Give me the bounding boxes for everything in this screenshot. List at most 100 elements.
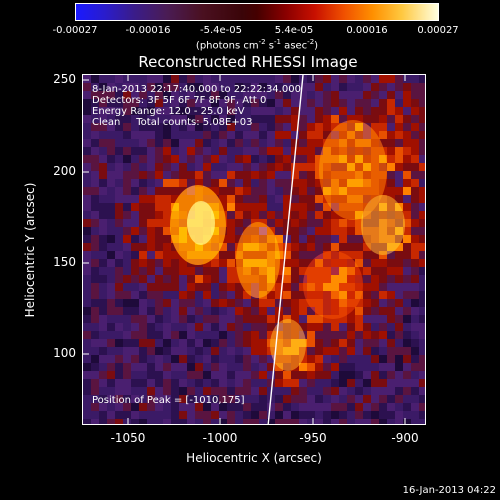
heatmap-cell — [107, 419, 115, 424]
heatmap-cell — [387, 339, 395, 347]
heatmap-cell — [203, 299, 211, 307]
heatmap-cell — [299, 195, 307, 203]
heatmap-cell — [355, 227, 363, 235]
heatmap-cell — [171, 251, 179, 259]
heatmap-cell — [219, 179, 227, 187]
heatmap-cell — [387, 131, 395, 139]
heatmap-cell — [267, 107, 275, 115]
heatmap-cell — [387, 331, 395, 339]
heatmap-cell — [163, 347, 171, 355]
heatmap-cell — [259, 379, 267, 387]
heatmap-cell — [379, 99, 387, 107]
heatmap-cell — [291, 131, 299, 139]
heatmap-cell — [155, 131, 163, 139]
heatmap-cell — [195, 395, 203, 403]
heatmap-cell — [179, 379, 187, 387]
heatmap-cell — [211, 331, 219, 339]
heatmap-cell — [315, 211, 323, 219]
heatmap-cell — [195, 347, 203, 355]
heatmap-cell — [171, 147, 179, 155]
heatmap-cell — [251, 371, 259, 379]
heatmap-cell — [243, 339, 251, 347]
heatmap-cell — [379, 395, 387, 403]
heatmap-cell — [419, 139, 425, 147]
heatmap-cell — [283, 139, 291, 147]
heatmap-cell — [131, 99, 139, 107]
heatmap-cell — [299, 91, 307, 99]
heatmap-cell — [203, 307, 211, 315]
heatmap-cell — [387, 275, 395, 283]
heatmap-cell — [243, 187, 251, 195]
heatmap-cell — [219, 291, 227, 299]
heatmap-cell — [403, 323, 411, 331]
heatmap-cell — [171, 99, 179, 107]
heatmap-cell — [147, 211, 155, 219]
heatmap-cell — [99, 163, 107, 171]
heatmap-cell — [419, 307, 425, 315]
heatmap-cell — [107, 75, 115, 83]
heatmap-cell — [315, 395, 323, 403]
heatmap-cell — [395, 251, 403, 259]
heatmap-cell — [355, 107, 363, 115]
heatmap-cell — [395, 419, 403, 424]
heatmap-cell — [155, 403, 163, 411]
heatmap-cell — [195, 379, 203, 387]
heatmap-cell — [163, 219, 171, 227]
heatmap-cell — [139, 299, 147, 307]
heatmap-cell — [123, 123, 131, 131]
heatmap-cell — [227, 403, 235, 411]
heatmap-cell — [235, 107, 243, 115]
heatmap-cell — [227, 235, 235, 243]
heatmap-cell — [291, 419, 299, 424]
heatmap-cell — [139, 107, 147, 115]
heatmap-cell — [323, 123, 331, 131]
heatmap-cell — [363, 339, 371, 347]
heatmap-cell — [371, 339, 379, 347]
heatmap-cell — [211, 131, 219, 139]
heatmap-cell — [371, 107, 379, 115]
heatmap-cell — [403, 107, 411, 115]
heatmap-cell — [83, 347, 91, 355]
heatmap-cell — [235, 195, 243, 203]
heatmap-cell — [107, 307, 115, 315]
heatmap-cell — [331, 347, 339, 355]
heatmap-cell — [403, 331, 411, 339]
heatmap-cell — [155, 299, 163, 307]
heatmap-cell — [291, 227, 299, 235]
heatmap-cell — [83, 387, 91, 395]
heatmap-cell — [155, 291, 163, 299]
heatmap-cell — [195, 147, 203, 155]
heatmap-cell — [355, 419, 363, 424]
heatmap-cell — [99, 283, 107, 291]
heatmap-cell — [403, 283, 411, 291]
heatmap-cell — [227, 139, 235, 147]
heatmap-cell — [195, 75, 203, 83]
heatmap-cell — [411, 339, 419, 347]
heatmap-cell — [323, 99, 331, 107]
heatmap-cell — [147, 115, 155, 123]
heatmap-cell — [179, 155, 187, 163]
heatmap-cell — [155, 339, 163, 347]
heatmap-cell — [259, 147, 267, 155]
heatmap-cell — [347, 395, 355, 403]
heatmap-cell — [115, 387, 123, 395]
heatmap-cell — [163, 179, 171, 187]
heatmap-cell — [219, 275, 227, 283]
heatmap-cell — [139, 267, 147, 275]
heatmap-cell — [299, 115, 307, 123]
heatmap-cell — [203, 339, 211, 347]
heatmap-cell — [171, 123, 179, 131]
heatmap-cell — [115, 211, 123, 219]
heatmap-cell — [387, 307, 395, 315]
heatmap-cell — [315, 227, 323, 235]
heatmap-cell — [403, 315, 411, 323]
heatmap-cell — [387, 387, 395, 395]
method-counts-label: Clean Total counts: 5.08E+03 — [92, 117, 253, 128]
heatmap-cell — [219, 83, 227, 91]
heatmap-cell — [227, 187, 235, 195]
heatmap-cell — [203, 419, 211, 424]
heatmap-cell — [339, 347, 347, 355]
heatmap-cell — [91, 379, 99, 387]
heatmap-cell — [83, 235, 91, 243]
